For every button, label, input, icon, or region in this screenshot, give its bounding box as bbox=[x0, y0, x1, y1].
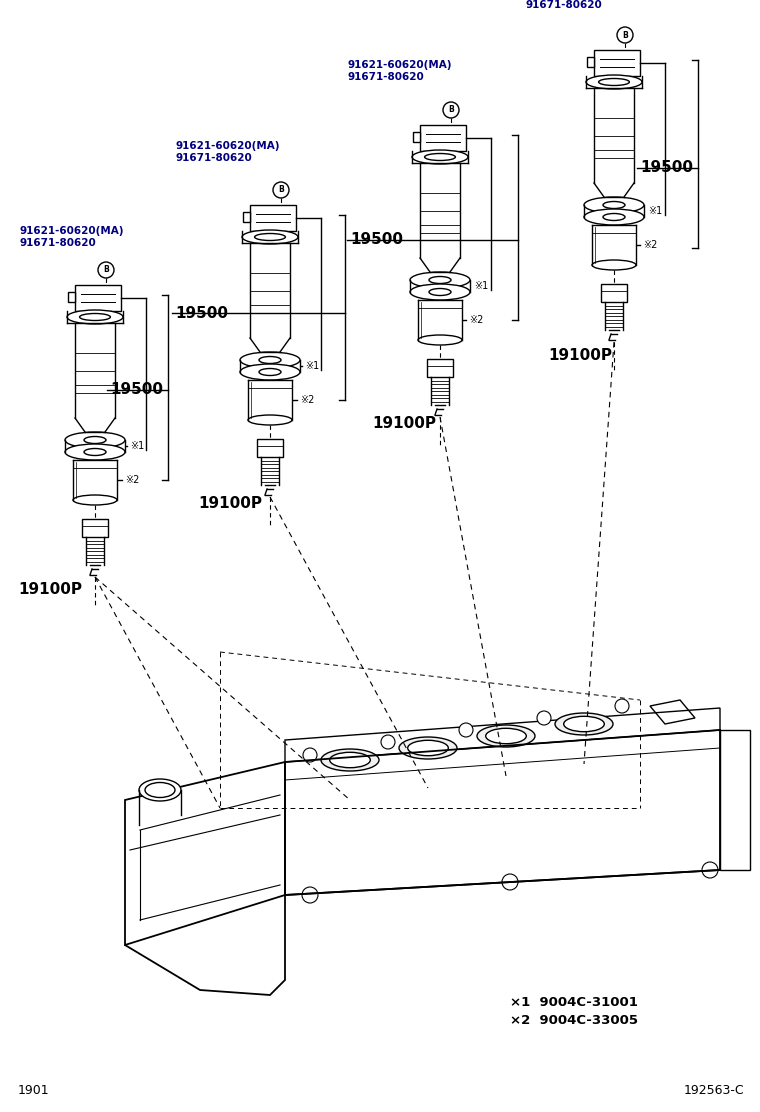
Ellipse shape bbox=[603, 214, 625, 220]
Ellipse shape bbox=[240, 364, 300, 380]
Ellipse shape bbox=[259, 357, 281, 364]
Ellipse shape bbox=[584, 209, 644, 225]
Circle shape bbox=[459, 723, 473, 737]
Ellipse shape bbox=[412, 150, 468, 163]
Ellipse shape bbox=[410, 272, 470, 288]
Bar bbox=[257, 439, 283, 457]
Circle shape bbox=[615, 699, 629, 713]
Bar bbox=[68, 292, 75, 302]
Bar bbox=[250, 205, 296, 231]
Ellipse shape bbox=[584, 197, 644, 214]
Bar bbox=[720, 729, 750, 870]
Circle shape bbox=[617, 27, 633, 43]
Text: ×1  9004C-31001: ×1 9004C-31001 bbox=[510, 995, 638, 1009]
Ellipse shape bbox=[425, 153, 455, 160]
Ellipse shape bbox=[145, 783, 175, 797]
Text: 91621-60620(MA)
91671-80620: 91621-60620(MA) 91671-80620 bbox=[348, 60, 452, 82]
Bar bbox=[587, 57, 594, 67]
Circle shape bbox=[537, 711, 551, 725]
Text: 19500: 19500 bbox=[640, 160, 693, 176]
Text: B: B bbox=[278, 186, 284, 195]
Bar bbox=[75, 285, 121, 311]
Ellipse shape bbox=[242, 230, 298, 244]
Circle shape bbox=[98, 262, 114, 278]
Ellipse shape bbox=[599, 79, 629, 86]
Text: ※1: ※1 bbox=[305, 361, 319, 371]
Text: ※2: ※2 bbox=[643, 240, 657, 250]
Text: ※2: ※2 bbox=[300, 395, 315, 405]
Circle shape bbox=[302, 887, 318, 903]
Text: B: B bbox=[448, 106, 454, 115]
Ellipse shape bbox=[330, 753, 370, 767]
Text: ※1: ※1 bbox=[474, 281, 488, 291]
Bar bbox=[420, 125, 466, 151]
Text: ※1: ※1 bbox=[648, 206, 662, 216]
Ellipse shape bbox=[259, 368, 281, 376]
Ellipse shape bbox=[555, 713, 613, 735]
Ellipse shape bbox=[65, 431, 125, 448]
Ellipse shape bbox=[418, 335, 462, 345]
Ellipse shape bbox=[321, 749, 379, 771]
Text: 19100P: 19100P bbox=[18, 583, 82, 597]
Ellipse shape bbox=[84, 448, 106, 456]
Ellipse shape bbox=[255, 234, 286, 240]
Ellipse shape bbox=[67, 310, 123, 324]
Text: 91621-60620(MA)
91671-80620: 91621-60620(MA) 91671-80620 bbox=[175, 140, 280, 163]
Bar bbox=[427, 359, 453, 377]
Ellipse shape bbox=[477, 725, 535, 747]
Text: ×2  9004C-33005: ×2 9004C-33005 bbox=[510, 1013, 638, 1026]
Circle shape bbox=[702, 862, 718, 878]
Ellipse shape bbox=[80, 314, 110, 320]
Text: 19500: 19500 bbox=[110, 383, 163, 397]
Bar bbox=[413, 132, 420, 142]
Bar bbox=[243, 212, 250, 222]
Ellipse shape bbox=[592, 260, 636, 270]
Text: ※1: ※1 bbox=[130, 441, 144, 451]
Circle shape bbox=[502, 874, 518, 890]
Ellipse shape bbox=[84, 437, 106, 444]
Ellipse shape bbox=[240, 353, 300, 368]
Ellipse shape bbox=[399, 737, 457, 759]
Text: 19500: 19500 bbox=[350, 232, 403, 248]
Bar bbox=[82, 519, 108, 537]
Ellipse shape bbox=[410, 284, 470, 300]
Text: 91621-60620(MA)
91671-80620: 91621-60620(MA) 91671-80620 bbox=[526, 0, 631, 10]
Text: 19500: 19500 bbox=[175, 306, 228, 320]
Text: 192563-C: 192563-C bbox=[683, 1083, 744, 1096]
Text: ※2: ※2 bbox=[469, 315, 483, 325]
Ellipse shape bbox=[248, 415, 292, 425]
Circle shape bbox=[381, 735, 395, 749]
Text: ※2: ※2 bbox=[125, 475, 139, 485]
Text: 19100P: 19100P bbox=[548, 347, 612, 363]
Text: 19100P: 19100P bbox=[372, 416, 436, 430]
Text: 19100P: 19100P bbox=[198, 496, 262, 510]
Ellipse shape bbox=[564, 716, 604, 732]
Ellipse shape bbox=[486, 728, 526, 744]
Circle shape bbox=[273, 182, 289, 198]
Ellipse shape bbox=[73, 495, 117, 505]
Ellipse shape bbox=[429, 277, 451, 284]
Text: B: B bbox=[622, 30, 628, 40]
Ellipse shape bbox=[429, 288, 451, 296]
Bar bbox=[594, 50, 640, 76]
Circle shape bbox=[303, 748, 317, 762]
Ellipse shape bbox=[65, 444, 125, 460]
Circle shape bbox=[443, 102, 459, 118]
Text: 91621-60620(MA)
91671-80620: 91621-60620(MA) 91671-80620 bbox=[20, 226, 125, 248]
Bar bbox=[601, 284, 627, 302]
Ellipse shape bbox=[586, 75, 642, 89]
Text: B: B bbox=[103, 266, 109, 275]
Text: 1901: 1901 bbox=[18, 1083, 49, 1096]
Ellipse shape bbox=[603, 201, 625, 209]
Ellipse shape bbox=[407, 741, 448, 756]
Ellipse shape bbox=[139, 780, 181, 801]
